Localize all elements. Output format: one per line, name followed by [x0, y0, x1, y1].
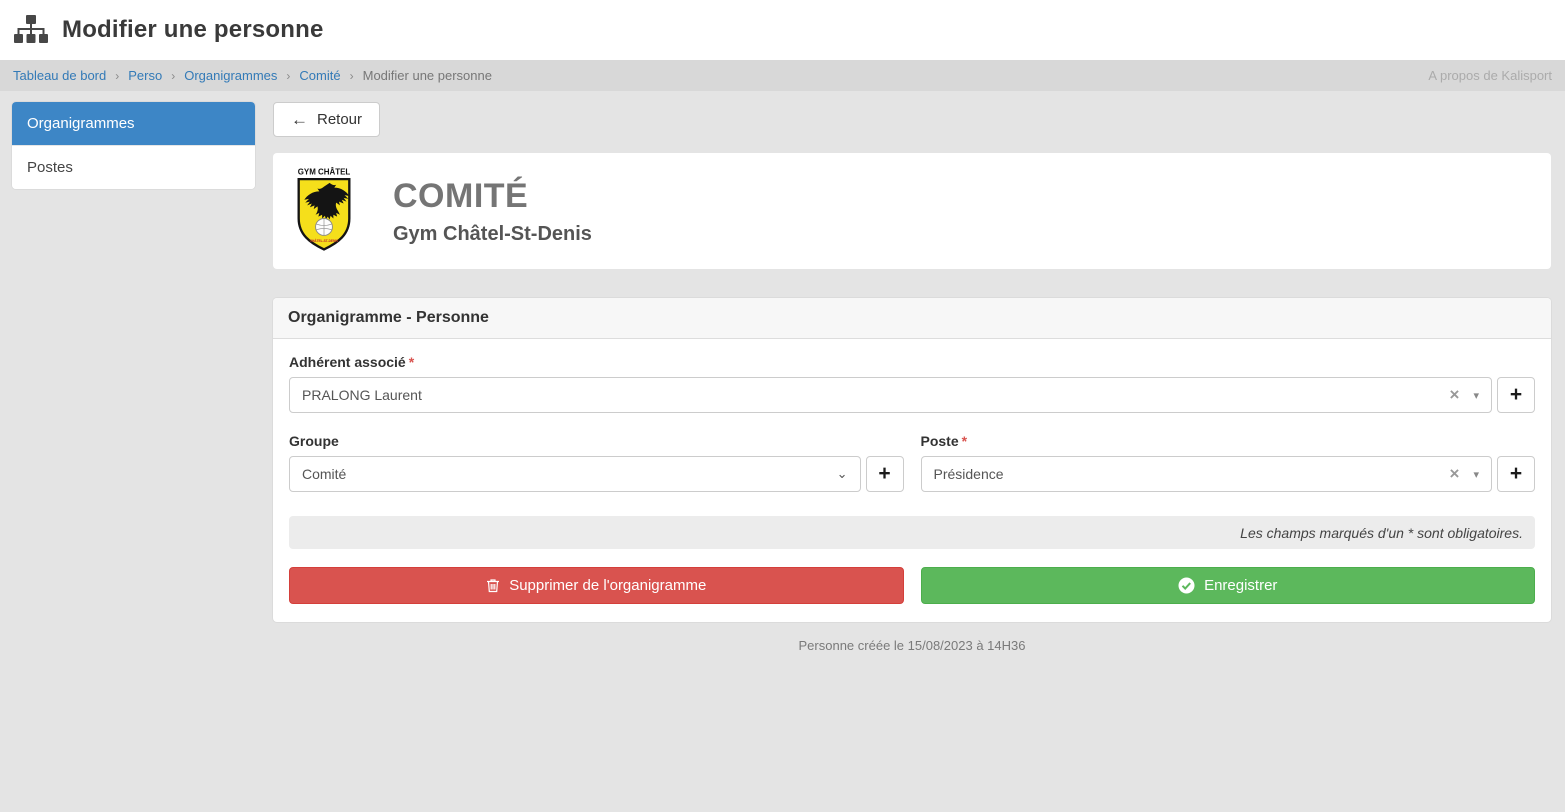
eagle-emblem	[304, 182, 350, 220]
sidebar: Organigrammes Postes	[12, 102, 255, 189]
club-logo-top-text: GYM CHÂTEL	[298, 167, 351, 176]
about-kalisport-link[interactable]: A propos de Kalisport	[1428, 68, 1552, 83]
poste-label: Poste *	[920, 433, 968, 449]
required-fields-note: Les champs marqués d'un * sont obligatoi…	[289, 516, 1535, 549]
sitemap-icon	[14, 15, 48, 43]
delete-from-orgchart-button[interactable]: Supprimer de l'organigramme	[289, 567, 904, 604]
club-card: GYM CHÂTEL CHÂTEL-ST-DENIS COMITÉ Gym Ch…	[273, 153, 1551, 269]
chevron-down-icon[interactable]: ▾	[1473, 468, 1479, 481]
back-button[interactable]: ← Retour	[273, 102, 381, 137]
chevron-down-icon: ⌄	[836, 466, 848, 481]
add-groupe-button[interactable]: +	[865, 456, 904, 492]
breadcrumb-link-dashboard[interactable]: Tableau de bord	[13, 68, 107, 83]
breadcrumb-link-organigrammes[interactable]: Organigrammes	[184, 68, 278, 83]
arrow-left-icon: ←	[291, 110, 308, 129]
save-button[interactable]: Enregistrer	[920, 567, 1535, 604]
sidebar-item-organigrammes[interactable]: Organigrammes	[12, 102, 255, 146]
breadcrumb-separator: ›	[171, 68, 176, 83]
adherent-value: PRALONG Laurent	[302, 387, 422, 403]
add-poste-button[interactable]: +	[1497, 456, 1535, 492]
sidebar-item-postes[interactable]: Postes	[12, 146, 255, 189]
breadcrumb-link-comite[interactable]: Comité	[299, 68, 341, 83]
add-adherent-button[interactable]: +	[1497, 377, 1535, 413]
groupe-label: Groupe	[289, 433, 339, 449]
delete-button-label: Supprimer de l'organigramme	[509, 577, 707, 594]
required-marker: *	[961, 433, 968, 449]
check-circle-icon	[1178, 577, 1195, 594]
org-chart-title: COMITÉ	[393, 176, 529, 215]
breadcrumb-link-perso[interactable]: Perso	[128, 68, 163, 83]
club-name: Gym Châtel-St-Denis	[393, 222, 592, 245]
page-title: Modifier une personne	[62, 16, 324, 43]
breadcrumb: Tableau de bord › Perso › Organigrammes …	[0, 60, 1565, 91]
required-marker: *	[408, 354, 415, 370]
poste-value: Présidence	[933, 466, 1004, 482]
poste-select[interactable]: Présidence × ▾	[920, 456, 1492, 492]
breadcrumb-current: Modifier une personne	[362, 68, 492, 83]
person-form-panel: Organigramme - Personne Adhérent associé…	[273, 298, 1551, 622]
club-logo: GYM CHÂTEL CHÂTEL-ST-DENIS	[297, 167, 351, 251]
groupe-select[interactable]: Comité ⌄	[289, 456, 861, 492]
adherent-select[interactable]: PRALONG Laurent × ▾	[289, 377, 1492, 413]
trash-icon	[487, 579, 500, 593]
breadcrumb-separator: ›	[349, 68, 354, 83]
breadcrumb-separator: ›	[115, 68, 120, 83]
save-button-label: Enregistrer	[1204, 577, 1278, 594]
panel-title: Organigramme - Personne	[273, 298, 1551, 339]
club-logo-bottom-text: CHÂTEL-ST-DENIS	[310, 238, 339, 243]
back-button-label: Retour	[317, 111, 363, 128]
clear-icon[interactable]: ×	[1449, 385, 1460, 404]
breadcrumb-separator: ›	[286, 68, 291, 83]
groupe-value: Comité	[302, 466, 347, 482]
created-date-note: Personne créée le 15/08/2023 à 14H36	[798, 638, 1026, 653]
app-header: Modifier une personne	[0, 0, 1565, 60]
adherent-label: Adhérent associé *	[289, 354, 415, 370]
chevron-down-icon[interactable]: ▾	[1473, 389, 1479, 402]
clear-icon[interactable]: ×	[1449, 464, 1460, 483]
